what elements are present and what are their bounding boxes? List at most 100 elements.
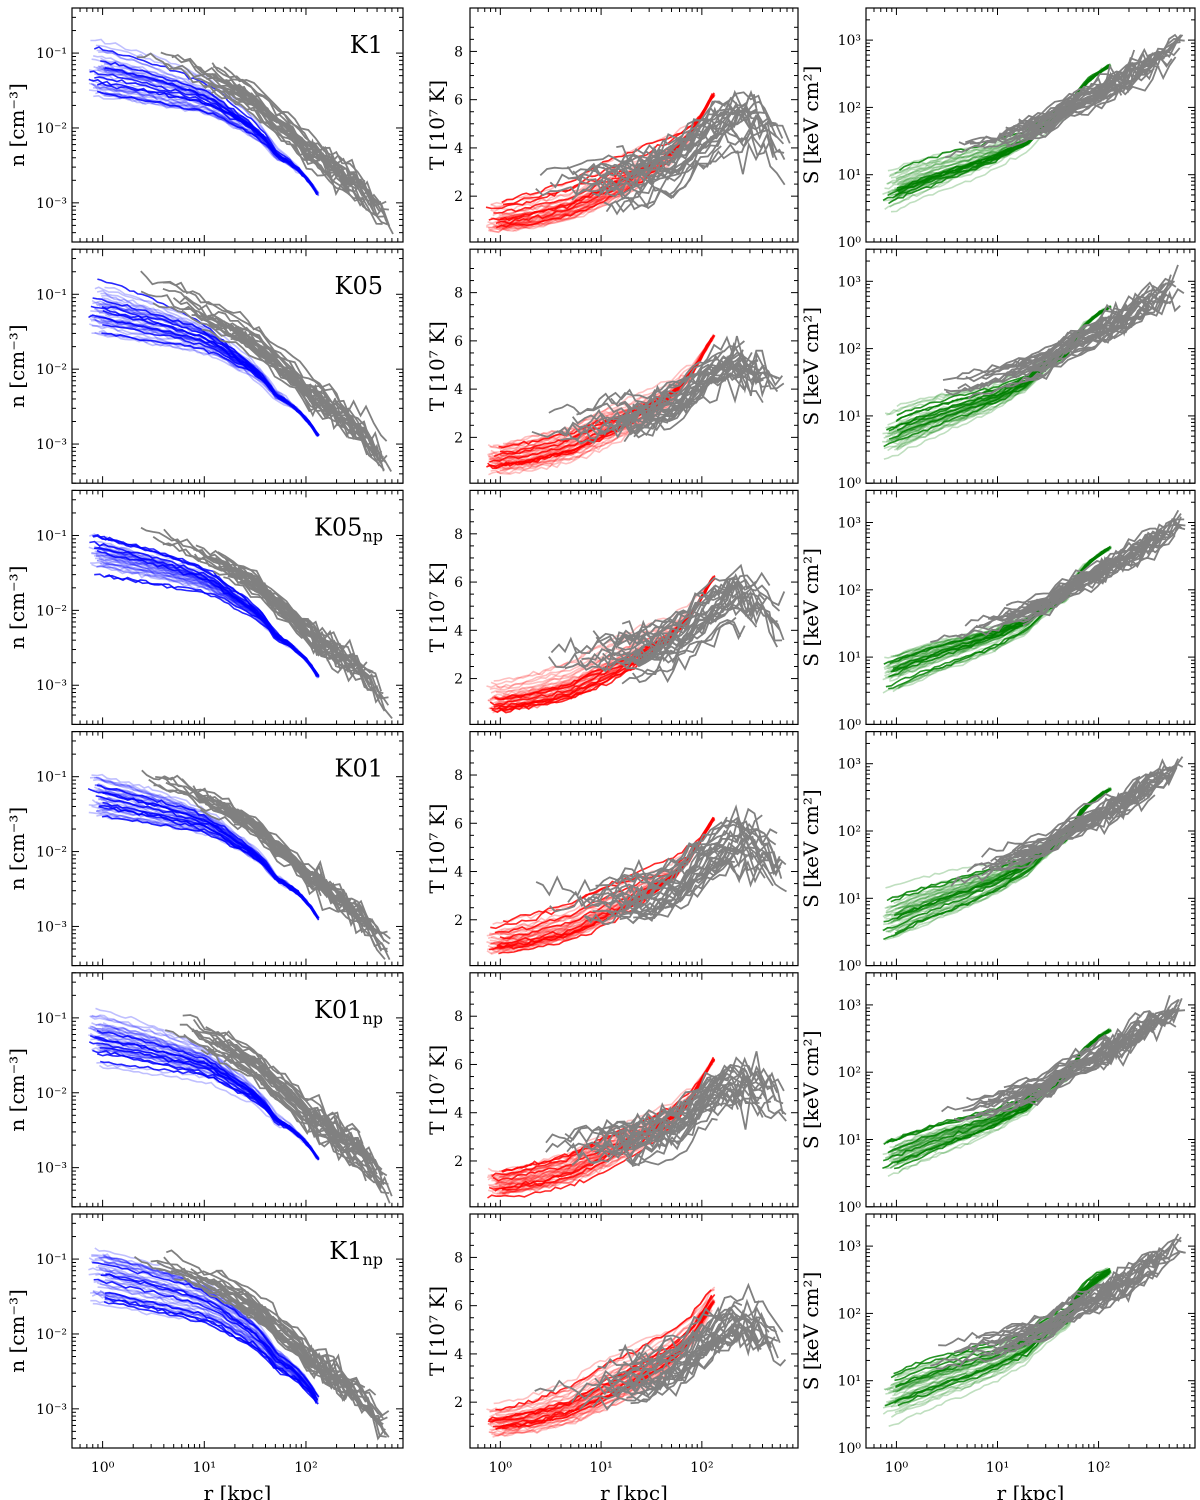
observed-profile bbox=[1005, 509, 1180, 607]
simulation-profile bbox=[95, 810, 317, 917]
simulation-profile bbox=[97, 782, 316, 914]
y-tick-label: 2 bbox=[454, 913, 463, 929]
observed-profile bbox=[609, 1314, 779, 1389]
simulation-profile bbox=[105, 552, 320, 678]
observed-profile bbox=[549, 106, 758, 189]
simulation-profile bbox=[95, 552, 320, 679]
simulation-profile bbox=[95, 809, 316, 914]
y-tick-label: 10⁰ bbox=[838, 717, 862, 733]
simulation-profile bbox=[88, 811, 316, 914]
simulation-profile bbox=[98, 791, 317, 917]
simulation-profile bbox=[97, 65, 319, 194]
simulation-profile bbox=[96, 784, 317, 917]
simulation-profile bbox=[94, 557, 317, 675]
axes-frame bbox=[71, 730, 404, 967]
y-tick-label: 8 bbox=[454, 286, 463, 302]
y-axis-label: T [10⁷ K] bbox=[425, 1045, 449, 1135]
observed-profile bbox=[966, 995, 1171, 1101]
simulation-profile bbox=[486, 819, 713, 955]
simulation-profile bbox=[89, 323, 318, 437]
simulation-profile bbox=[103, 550, 317, 673]
simulation-profile bbox=[96, 66, 316, 191]
y-axis-label: S [keV cm²] bbox=[799, 66, 823, 185]
simulation-profile bbox=[105, 314, 317, 433]
simulation-profile bbox=[93, 46, 317, 194]
observed-profile bbox=[220, 811, 383, 952]
y-tick-label: 10⁻³ bbox=[36, 919, 67, 935]
observed-profile bbox=[592, 563, 771, 644]
observed-profile bbox=[583, 854, 730, 926]
simulation-profile bbox=[94, 550, 319, 677]
simulation-profile bbox=[898, 1029, 1112, 1158]
simulation-profile bbox=[100, 560, 315, 670]
observed-profile bbox=[981, 775, 1141, 858]
simulation-profile bbox=[95, 1023, 315, 1153]
axes-frame bbox=[71, 489, 404, 725]
observed-profile bbox=[231, 574, 347, 672]
simulation-profile bbox=[488, 339, 714, 466]
observed-profile bbox=[631, 620, 746, 684]
simulation-profile bbox=[97, 83, 319, 196]
simulation-profile bbox=[98, 546, 315, 672]
simulation-profile bbox=[502, 341, 711, 455]
observed-profile bbox=[233, 1300, 387, 1436]
model-label: K1np bbox=[329, 1237, 383, 1269]
simulation-profile bbox=[104, 1293, 318, 1403]
simulation-profile bbox=[93, 778, 316, 914]
simulation-profile bbox=[99, 1047, 316, 1155]
y-tick-label: 4 bbox=[454, 623, 463, 639]
observed-profile bbox=[1001, 47, 1165, 135]
simulation-profile bbox=[100, 64, 317, 191]
simulation-profile bbox=[93, 545, 318, 678]
observed-profile bbox=[623, 373, 764, 443]
model-label: K01np bbox=[314, 996, 383, 1028]
x-tick-label: 10² bbox=[1087, 1460, 1110, 1476]
x-tick-label: 10⁰ bbox=[91, 1460, 115, 1476]
simulation-profile bbox=[95, 1266, 317, 1397]
observed-profile bbox=[595, 574, 786, 647]
simulation-profile bbox=[89, 1034, 319, 1160]
observed-profile bbox=[587, 123, 785, 195]
observed-profile bbox=[1005, 1233, 1180, 1330]
simulation-profile bbox=[93, 1034, 317, 1157]
y-tick-label: 8 bbox=[454, 768, 463, 784]
observed-profile bbox=[930, 537, 1160, 643]
simulation-profile bbox=[95, 302, 319, 437]
observed-profile bbox=[626, 108, 740, 170]
observed-profile bbox=[223, 576, 368, 689]
y-tick-label: 4 bbox=[454, 1347, 463, 1363]
simulation-profile bbox=[105, 552, 320, 678]
simulation-profile bbox=[101, 1029, 320, 1160]
axes-frame bbox=[469, 730, 799, 967]
y-axis-label: n [cm⁻³] bbox=[5, 566, 29, 650]
observed-profile bbox=[584, 837, 774, 924]
simulation-profile bbox=[91, 1022, 319, 1160]
simulation-profile bbox=[96, 814, 320, 920]
simulation-profile bbox=[96, 1043, 320, 1159]
simulation-profile bbox=[99, 796, 316, 914]
panel-K05-density: 10⁻³ 10⁻² 10⁻¹ n [cm⁻³] K05 bbox=[5, 248, 404, 484]
observed-profile bbox=[604, 126, 749, 201]
y-axis-label: n [cm⁻³] bbox=[5, 807, 29, 891]
y-tick-label: 10⁰ bbox=[838, 1441, 862, 1457]
y-tick-label: 10⁻¹ bbox=[36, 1252, 67, 1268]
panel-K05-temperature: 2 4 6 8 T [10⁷ K] bbox=[425, 248, 799, 484]
x-tick-label: 10¹ bbox=[193, 1460, 216, 1476]
observed-profile bbox=[1018, 770, 1164, 853]
y-tick-label: 10¹ bbox=[838, 891, 861, 907]
simulation-profile bbox=[502, 339, 713, 471]
simulation-profile bbox=[100, 547, 319, 678]
simulation-profile bbox=[488, 1063, 714, 1186]
simulation-profile bbox=[96, 90, 318, 195]
simulation-profile bbox=[104, 94, 319, 194]
simulation-profile bbox=[99, 544, 320, 678]
y-tick-label: 10² bbox=[838, 824, 861, 840]
y-tick-label: 10¹ bbox=[838, 650, 861, 666]
simulation-profile bbox=[104, 91, 316, 191]
simulation-profile bbox=[104, 548, 318, 675]
simulation-profile bbox=[99, 88, 319, 195]
simulation-profile bbox=[102, 301, 316, 434]
observed-profile bbox=[1006, 290, 1181, 388]
simulation-profile bbox=[89, 1025, 317, 1158]
